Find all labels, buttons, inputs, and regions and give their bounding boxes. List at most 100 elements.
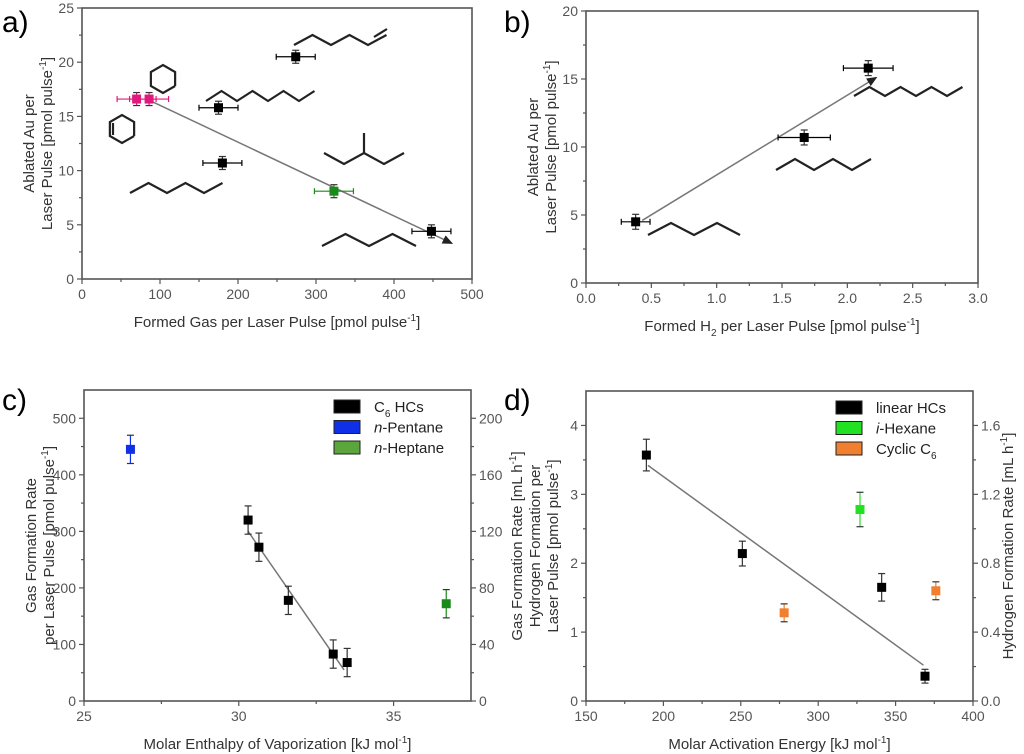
text-part: Cyclic C [876,441,931,458]
text-part: -1 [398,735,407,746]
y2-tick-label: 0 [479,693,487,709]
y-tick-label: 20 [562,3,578,19]
marker-square [291,52,301,62]
marker-square [217,158,227,168]
x-tick-label: 30 [231,708,247,724]
text-part: Formed H [644,318,711,335]
text-part: per Laser Pulse [pmol pulse [717,318,907,335]
x-axis-label: Molar Activation Energy [kJ mol-1] [668,735,890,753]
marker-square [631,217,641,227]
y2-tick-label: 1.2 [981,486,1001,502]
y-tick-label: 400 [53,467,77,483]
text-part: i [876,421,880,438]
y2-tick-label: 0.8 [981,555,1001,571]
data-point [283,585,293,616]
y-tick-label: 100 [53,636,77,652]
x-tick-label: 150 [574,708,598,724]
x-tick-label: 25 [76,708,92,724]
data-point [779,603,789,623]
legend-label: n-Heptane [374,440,444,457]
y-axis-label-line2: Laser Pulse [pmol pulse-1] [544,459,562,632]
x-axis-label: Molar Enthalpy of Vaporization [kJ mol-1… [144,735,412,753]
marker-square [254,542,264,552]
x-tick-label: 1.0 [707,290,727,306]
text-part: linear HCs [876,400,946,417]
panel-label: d) [504,384,531,417]
y-axis-label-overlap: Gas Formation Rate [mL h-1] [508,451,526,640]
marker-square [125,444,135,454]
x-tick-label: 500 [460,286,484,302]
marker-square [283,595,293,605]
y-tick-label: 4 [570,417,578,433]
x-tick-label: 0.0 [576,290,596,306]
molecule-n-pentane [321,232,417,248]
panel-c: c) 25 30 35 0 100 200 300 400 500 0 40 80 120 160 200 Mo… [2,384,503,753]
marker-square [920,671,930,681]
y-tick-label: 500 [53,410,77,426]
x-tick-label: 200 [226,286,250,302]
text-part: ] [41,446,58,450]
data-point [931,581,941,601]
text-part: per Laser Pulse [pmol pulse [41,459,58,645]
marker-square [329,186,339,196]
x-tick-label: 350 [884,708,908,724]
molecule-i-hexane [323,151,405,166]
molecule-n-octane [853,85,964,98]
text-part: ] [543,60,560,64]
data-point [275,49,316,64]
y-axis-label-line1: Gas Formation Rate [23,478,40,613]
legend-swatch [835,421,863,435]
y-tick-label: 0 [66,271,74,287]
y-axis-label-line1: Ablated Au per [21,94,38,192]
text-part: -1 [999,436,1010,445]
data-point [202,155,243,171]
text-part: -1 [40,450,51,459]
y-axis-label-line2: per Laser Pulse [pmol pulse-1] [40,446,58,645]
marker-square [779,608,789,618]
text-part: ] [916,318,920,335]
text-part: HCs [390,399,423,416]
plot-frame [585,390,974,702]
y2-tick-label: 0.4 [981,624,1001,640]
y-axis-label-line2: Laser Pulse [pmol pulse-1] [542,60,560,233]
text-part: -1 [407,313,416,324]
marker-square [877,582,887,592]
panel-label: a) [2,6,29,39]
marker-square [799,132,809,142]
x-tick-label: 2.0 [838,290,858,306]
text-part: -Heptane [382,440,444,457]
data-point [441,589,451,619]
legend-label: linear HCs [876,400,946,417]
text-part: -Hexane [879,421,936,438]
legend-swatch [333,440,361,455]
molecule-cyclohexane [149,63,177,95]
molecule-n-pentane [647,221,741,237]
y2-tick-label: 0.0 [981,693,1001,709]
text-part: Laser Pulse [pmol pulse [545,472,562,632]
molecule-n-hexane [129,181,224,195]
text-part: n [374,420,382,437]
legend-swatch [835,400,863,415]
molecule-n-hexane [775,157,872,172]
text-part: Laser Pulse [pmol pulse [543,73,560,233]
y2-tick-label: 1.6 [981,417,1001,433]
y-tick-label: 15 [562,71,578,87]
legend-swatch [835,441,863,456]
legend-label: i-Hexane [876,421,936,438]
panel-b: b) 0.0 0.5 1.0 1.5 2.0 2.5 3.0 0 5 10 15 20 Formed H2… [504,3,988,339]
y-axis-label-line1: Ablated Au per [525,98,542,196]
y2-tick-label: 40 [479,636,495,652]
legend-label: n-Pentane [374,420,443,437]
x-tick-label: 400 [382,286,406,302]
data-point [125,434,135,465]
y-tick-label: 10 [58,163,74,179]
text-part: ] [416,314,420,331]
x-tick-label: 3.0 [968,290,988,306]
y-tick-label: 200 [53,580,77,596]
text-part: ] [1000,433,1017,437]
molecule-double-bond [373,28,388,38]
y-axis-label-line1: Hydrogen Formation per [527,465,544,628]
x-tick-label: 300 [304,286,328,302]
